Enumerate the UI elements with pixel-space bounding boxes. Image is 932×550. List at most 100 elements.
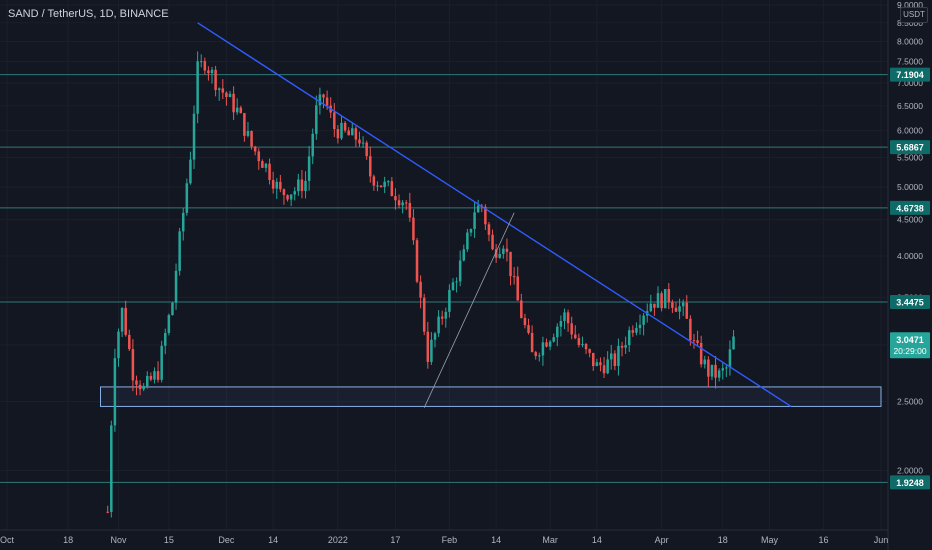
candle-body <box>275 181 279 189</box>
candle-body <box>117 331 120 359</box>
candle-body <box>570 323 573 335</box>
price-tick-label: 9.0000 <box>897 0 923 10</box>
symbol-title: SAND / TetherUS, 1D, BINANCE <box>8 8 169 20</box>
currency-button[interactable]: USDT <box>900 7 928 23</box>
price-tick-label: 6.5000 <box>897 101 923 111</box>
candle-body <box>458 260 462 282</box>
price-tick-label: 4.5000 <box>897 215 923 225</box>
candle-body <box>379 185 383 188</box>
candle-body <box>502 248 505 254</box>
candle-body <box>681 302 685 307</box>
candle-body <box>588 349 591 353</box>
time-tick-label: 18 <box>718 535 728 545</box>
time-tick-label: Nov <box>110 535 127 545</box>
level-tag-label: 4.6738 <box>896 203 924 213</box>
candle-body <box>131 349 135 381</box>
candle-body <box>340 122 343 139</box>
candle-body <box>225 92 228 97</box>
time-tick-label: 14 <box>268 535 278 545</box>
candle-body <box>498 253 502 258</box>
candle-body <box>365 142 368 157</box>
level-tag <box>890 67 930 82</box>
candle-body <box>401 202 404 206</box>
candle-body <box>484 206 487 225</box>
level-tag <box>890 475 930 490</box>
candle-body <box>545 342 548 347</box>
candle-body <box>408 202 412 218</box>
candle-body <box>351 128 354 136</box>
time-tick-label: 14 <box>592 535 602 545</box>
candle-body <box>678 306 681 312</box>
candle-body <box>361 142 365 144</box>
candle-body <box>203 61 207 71</box>
candle-body <box>289 194 293 200</box>
candle-body <box>261 161 264 168</box>
candle-body <box>257 151 261 162</box>
time-tick-label: 14 <box>491 535 501 545</box>
candle-body <box>725 367 728 369</box>
candle-body <box>721 368 725 371</box>
candle-body <box>390 181 394 197</box>
candle-body <box>559 321 563 327</box>
time-tick-label: Feb <box>442 535 458 545</box>
candle-body <box>671 302 674 308</box>
candle-body <box>210 69 214 74</box>
level-tag <box>890 200 930 215</box>
candle-body <box>584 344 588 350</box>
candle-body <box>325 97 329 106</box>
candle-body <box>602 365 606 374</box>
candle-body <box>696 340 699 343</box>
candle-body <box>491 234 494 250</box>
level-tag-label: 1.9248 <box>896 478 924 488</box>
level-tag <box>890 295 930 310</box>
candle-body <box>412 217 415 241</box>
time-tick-label: 2022 <box>328 535 348 545</box>
candle-body <box>473 212 476 229</box>
candle-body <box>333 112 336 130</box>
candle-body <box>160 345 163 380</box>
candle-body <box>534 352 537 357</box>
candle-body <box>505 248 509 252</box>
candle-body <box>369 156 372 177</box>
candle-body <box>149 375 153 380</box>
candle-body <box>732 336 735 350</box>
candle-body <box>444 311 448 319</box>
price-tick-label: 5.5000 <box>897 152 923 162</box>
candle-body <box>250 131 253 147</box>
candle-body <box>300 179 304 192</box>
candle-body <box>728 349 732 368</box>
candle-body <box>343 122 347 131</box>
current-price-label: 3.0471 <box>896 335 924 345</box>
candle-body <box>178 231 181 271</box>
candle-body <box>606 359 609 374</box>
candle-body <box>574 334 577 339</box>
candle-body <box>189 159 192 184</box>
level-tag-label: 5.6867 <box>896 143 924 153</box>
candle-body <box>171 302 174 316</box>
candle-body <box>110 425 113 512</box>
candle-body <box>163 332 167 346</box>
candle-body <box>624 345 627 348</box>
candle-body <box>660 293 663 309</box>
candle-body <box>243 113 246 136</box>
candle-body <box>297 179 300 192</box>
candle-body <box>386 181 390 183</box>
trendline-descending <box>197 22 792 408</box>
price-tick-label: 2.0000 <box>897 465 923 475</box>
candle-body <box>106 511 109 513</box>
candle-body <box>430 339 433 362</box>
candle-body <box>181 212 185 232</box>
price-tick-label: 6.0000 <box>897 126 923 136</box>
time-tick-label: Jun <box>874 535 889 545</box>
candle-body <box>138 384 142 390</box>
candle-body <box>199 61 203 63</box>
candle-body <box>214 69 217 90</box>
candle-body <box>315 105 318 134</box>
time-tick-label: 17 <box>390 535 400 545</box>
candle-body <box>617 345 620 366</box>
candle-body <box>232 93 235 113</box>
candle-body <box>142 386 145 390</box>
candle-body <box>520 300 523 318</box>
